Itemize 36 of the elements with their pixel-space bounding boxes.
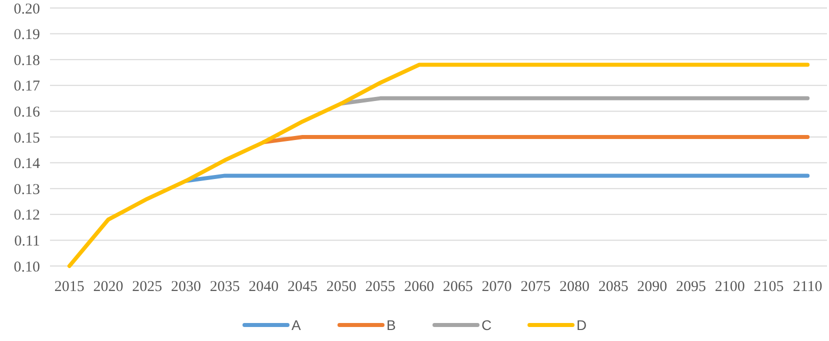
x-tick-label: 2080 (559, 279, 590, 295)
legend-label: C (482, 316, 492, 333)
y-tick-label: 0.11 (14, 233, 40, 250)
x-tick-label: 2090 (637, 279, 668, 295)
x-tick-label: 2035 (210, 279, 240, 295)
x-tick-label: 2030 (170, 279, 201, 295)
x-tick-label: 2050 (326, 279, 356, 295)
x-tick-label: 2055 (365, 279, 396, 295)
y-tick-label: 0.14 (14, 156, 40, 172)
y-tick-label: 0.19 (14, 27, 40, 44)
x-tick-label: 2025 (132, 279, 162, 295)
x-tick-label: 2100 (714, 279, 745, 295)
y-tick-label: 0.16 (14, 104, 40, 120)
x-tick-label: 2060 (404, 279, 434, 295)
y-tick-label: 0.17 (14, 78, 40, 95)
x-tick-label: 2045 (288, 279, 318, 295)
x-tick-label: 2065 (442, 279, 473, 295)
x-tick-label: 2015 (54, 279, 84, 295)
x-tick-label: 2095 (676, 279, 706, 295)
legend-label: D (576, 316, 587, 333)
y-tick-label: 0.12 (14, 208, 40, 224)
x-tick-label: 2070 (482, 279, 512, 295)
y-tick-label: 0.15 (14, 130, 40, 146)
y-tick-label: 0.18 (14, 52, 40, 69)
x-tick-label: 2110 (792, 279, 822, 295)
x-tick-label: 2085 (598, 279, 628, 295)
y-tick-label: 0.10 (14, 259, 40, 276)
x-tick-label: 2105 (754, 279, 784, 295)
y-tick-label: 0.13 (14, 182, 40, 198)
line-series (67, 62, 810, 268)
x-tick-label: 2075 (520, 279, 551, 295)
x-tick-label: 2020 (93, 279, 124, 295)
y-tick-label: 0.20 (14, 1, 40, 18)
legend-label: B (386, 316, 396, 333)
legend-label: A (292, 316, 302, 333)
x-tick-label: 2040 (248, 279, 279, 295)
